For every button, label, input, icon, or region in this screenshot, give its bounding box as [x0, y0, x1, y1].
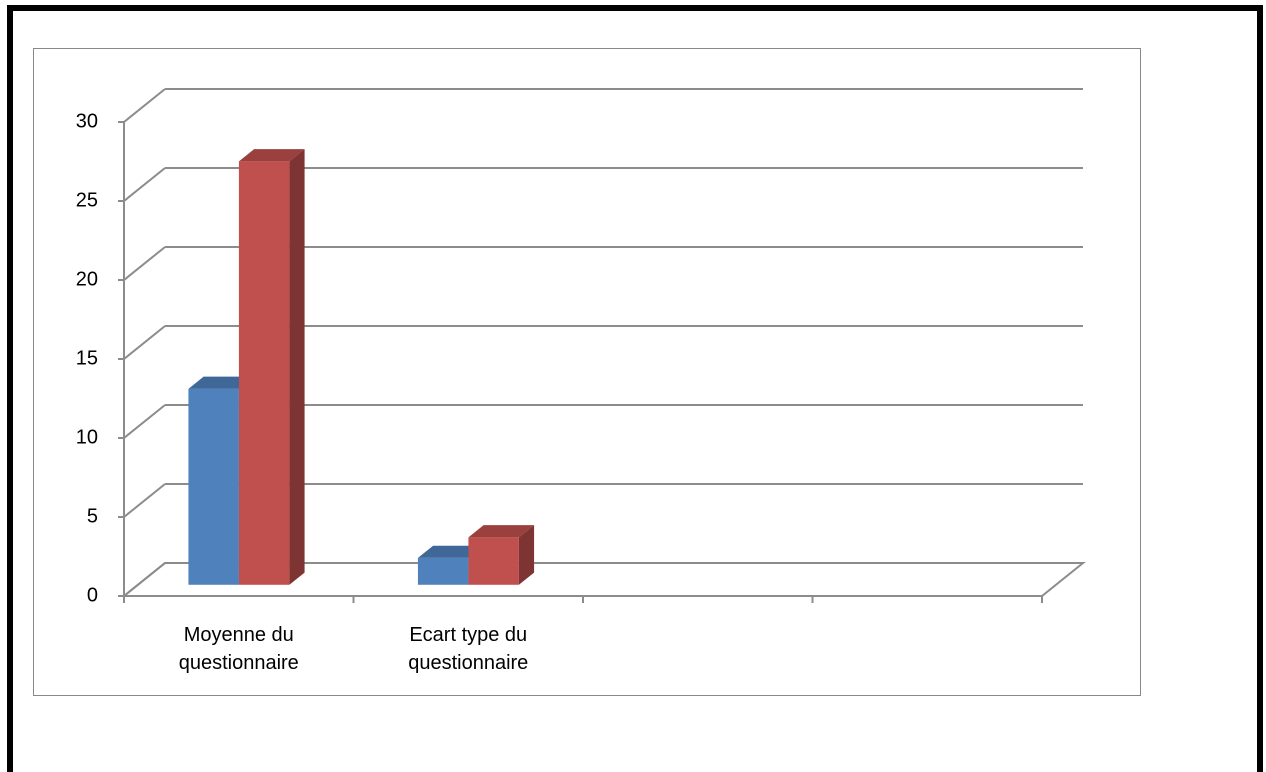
x-tick-label: Ecart type du questionnaire [408, 624, 528, 674]
grid-line-side [123, 167, 166, 202]
y-tick-label: 10 [76, 426, 98, 448]
bar-top [188, 376, 255, 389]
grid-line-side [123, 404, 166, 439]
bar [238, 161, 290, 585]
grid-line-side [123, 562, 166, 597]
y-tick-label: 30 [76, 110, 98, 132]
x-tick-label: Moyenne du questionnaire [179, 624, 299, 674]
y-tick-label: 0 [87, 584, 98, 606]
bar-top [468, 525, 535, 538]
bar-top [238, 149, 305, 162]
y-tick-label: 15 [76, 347, 98, 369]
bar [417, 557, 469, 585]
page-frame [7, 5, 1263, 772]
y-tick-label: 25 [76, 189, 98, 211]
grid-line-side [123, 246, 166, 281]
bar [188, 388, 239, 585]
bar-top [417, 545, 484, 558]
grid-line-side [123, 325, 166, 360]
bar [468, 537, 519, 585]
bar-side [289, 149, 305, 585]
chart-frame [33, 48, 1141, 696]
grid-line-side [123, 88, 166, 123]
y-tick-label: 20 [76, 268, 98, 290]
grid-line-side [123, 483, 166, 518]
y-tick-label: 5 [87, 505, 98, 527]
bar-side [518, 525, 535, 585]
